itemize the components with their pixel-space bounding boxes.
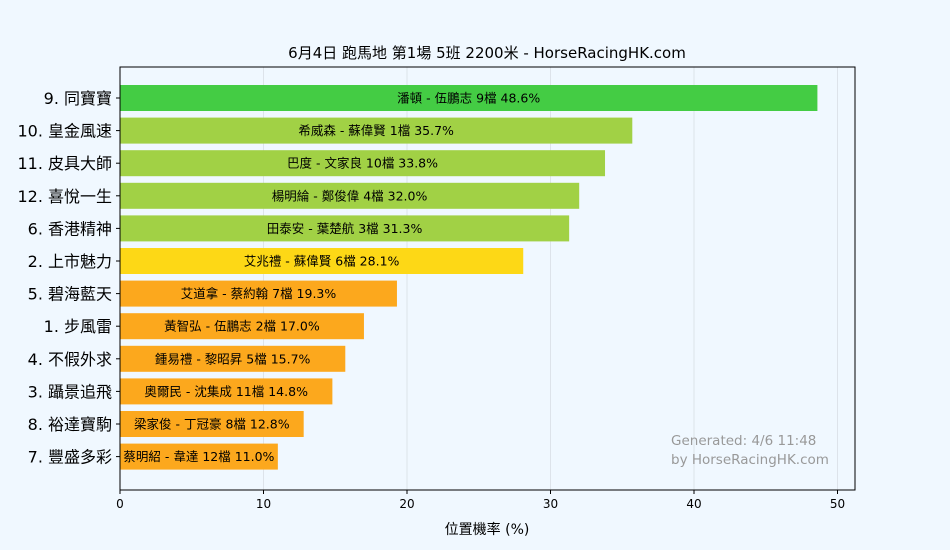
bar-data-label: 巴度 - 文家良 10檔 33.8% bbox=[287, 156, 438, 171]
bar-data-label: 鍾易禮 - 黎昭昇 5檔 15.7% bbox=[155, 351, 311, 366]
y-tick-label: 2. 上市魅力 bbox=[28, 252, 112, 271]
bar bbox=[120, 280, 397, 307]
y-tick-label: 4. 不假外求 bbox=[28, 350, 112, 369]
y-tick-label: 1. 步風雷 bbox=[44, 317, 112, 336]
watermark-site: by HorseRacingHK.com bbox=[671, 452, 829, 468]
bar bbox=[120, 215, 570, 242]
y-tick-label: 3. 躡景追飛 bbox=[28, 382, 112, 401]
y-tick-label: 5. 碧海藍天 bbox=[28, 285, 112, 304]
bar-data-label: 潘頓 - 伍鵬志 9檔 48.6% bbox=[397, 91, 540, 106]
bar-data-label: 艾道拿 - 蔡約翰 7檔 19.3% bbox=[181, 286, 337, 301]
bar-data-label: 希威森 - 蘇偉賢 1檔 35.7% bbox=[298, 123, 454, 138]
y-tick-label: 6. 香港精神 bbox=[28, 219, 112, 238]
bar-data-label: 蔡明紹 - 韋達 12檔 11.0% bbox=[123, 449, 274, 464]
bar-layer bbox=[120, 85, 818, 470]
x-tick-label: 50 bbox=[830, 497, 845, 511]
bar bbox=[120, 411, 304, 437]
bar-data-label: 奧爾民 - 沈集成 11檔 14.8% bbox=[144, 384, 308, 399]
bar-data-label: 黃智弘 - 伍鵬志 2檔 17.0% bbox=[164, 319, 320, 334]
bar bbox=[120, 85, 818, 111]
bar bbox=[120, 345, 346, 372]
bar bbox=[120, 182, 580, 209]
watermark-generated: Generated: 4/6 11:48 bbox=[671, 433, 816, 449]
bar-data-label: 楊明綸 - 鄭俊偉 4檔 32.0% bbox=[272, 188, 428, 203]
plot-frame bbox=[119, 66, 856, 491]
y-tick-label: 11. 皮具大師 bbox=[17, 154, 112, 173]
bar bbox=[120, 117, 633, 144]
bar-data-label: 梁家俊 - 丁冠豪 8檔 12.8% bbox=[134, 417, 290, 432]
x-axis-label: 位置機率 (%) bbox=[445, 521, 530, 538]
x-tick-label: 10 bbox=[256, 497, 271, 511]
bar bbox=[120, 378, 333, 405]
y-tick-label: 10. 皇金風速 bbox=[17, 122, 112, 141]
bar bbox=[120, 443, 278, 470]
y-tick-label: 8. 裕達寶駒 bbox=[28, 415, 112, 434]
bar bbox=[120, 150, 606, 177]
bar-data-label: 艾兆禮 - 蘇偉賢 6檔 28.1% bbox=[244, 254, 400, 269]
chart-title: 6月4日 跑馬地 第1場 5班 2200米 - HorseRacingHK.co… bbox=[288, 44, 686, 62]
x-tick-label: 20 bbox=[399, 497, 414, 511]
axis-layer: 0 10 20 30 40 50 9. 同寶寶 10. 皇金風速 11. 皮具大師 12. 喜悅一… bbox=[17, 89, 845, 511]
y-tick-label: 9. 同寶寶 bbox=[44, 89, 112, 108]
x-tick-label: 40 bbox=[686, 497, 701, 511]
bar bbox=[120, 248, 524, 274]
y-tick-label: 12. 喜悅一生 bbox=[17, 187, 112, 206]
x-tick-label: 30 bbox=[543, 497, 558, 511]
y-tick-label: 7. 豐盛多彩 bbox=[28, 448, 112, 467]
x-tick-label: 0 bbox=[116, 497, 124, 511]
label-layer: 潘頓 - 伍鵬志 9檔 48.6% 希威森 - 蘇偉賢 1檔 35.7% 巴度 - … bbox=[123, 91, 540, 465]
bar-data-label: 田泰安 - 葉楚航 3檔 31.3% bbox=[267, 221, 423, 236]
bar bbox=[120, 313, 364, 340]
